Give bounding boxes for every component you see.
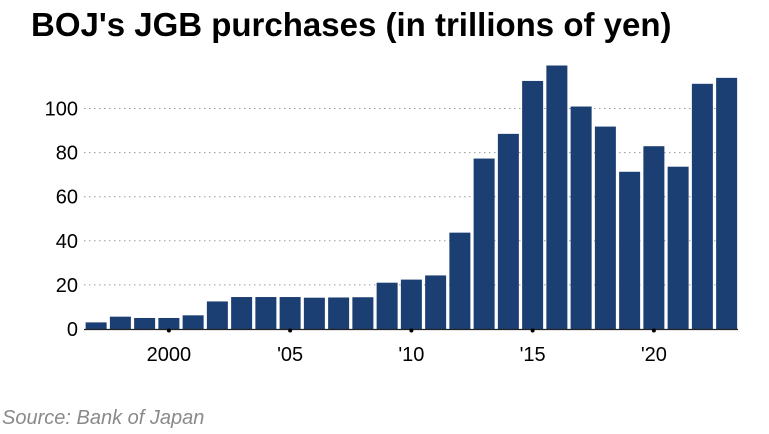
x-tick-label-2015: '15 xyxy=(520,344,546,366)
y-tick-label-0: 0 xyxy=(67,319,78,341)
bar-2016 xyxy=(546,65,568,329)
bar-2018 xyxy=(594,126,616,330)
x-tick-mark-2015 xyxy=(530,328,535,333)
chart-title: BOJ's JGB purchases (in trillions of yen… xyxy=(31,6,672,43)
bar-2008 xyxy=(352,297,374,329)
bar-2006 xyxy=(303,297,325,329)
y-tick-label-80: 80 xyxy=(56,143,78,165)
x-tick-label-2010: '10 xyxy=(398,344,424,366)
y-axis-tick-labels: 0 20 40 60 80 100 xyxy=(45,99,78,342)
x-tick-mark-2010 xyxy=(409,328,414,333)
x-tick-label-2020: '20 xyxy=(641,344,667,366)
bar-1997 xyxy=(85,322,107,329)
source-note: Source: Bank of Japan xyxy=(2,407,205,429)
bar-2000 xyxy=(158,317,180,329)
x-tick-mark-2020 xyxy=(651,328,656,333)
bar-2015 xyxy=(522,80,544,329)
x-tick-mark-2000 xyxy=(166,328,171,333)
bar-2003 xyxy=(231,297,253,329)
bar-2020 xyxy=(643,146,665,329)
bar-2012 xyxy=(449,232,471,329)
y-tick-label-100: 100 xyxy=(45,99,78,121)
bar-2010 xyxy=(400,279,422,329)
x-tick-label-2005: '05 xyxy=(277,344,303,366)
bar-2019 xyxy=(619,171,641,329)
x-axis-tick-labels: 2000 '05 '10 '15 '20 xyxy=(147,344,667,366)
bar-2009 xyxy=(376,282,398,329)
bar-2001 xyxy=(182,315,204,329)
x-tick-label-2000: 2000 xyxy=(147,344,192,366)
bar-2005 xyxy=(279,297,301,329)
bar-2011 xyxy=(425,275,447,329)
bar-2021 xyxy=(667,166,689,329)
bars xyxy=(85,65,738,330)
bar-2017 xyxy=(570,106,592,329)
bar-2014 xyxy=(497,133,519,329)
bar-2002 xyxy=(206,301,228,329)
y-tick-label-20: 20 xyxy=(56,275,78,297)
bar-2023 xyxy=(716,77,738,330)
bar-2004 xyxy=(255,297,277,329)
y-tick-label-60: 60 xyxy=(56,187,78,209)
x-axis xyxy=(84,328,738,333)
y-tick-label-40: 40 xyxy=(56,231,78,253)
bar-1998 xyxy=(109,316,131,329)
x-tick-mark-2005 xyxy=(288,328,293,333)
bar-1999 xyxy=(134,317,156,329)
bar-2013 xyxy=(473,158,495,329)
bar-2007 xyxy=(328,297,350,329)
bar-2022 xyxy=(691,83,713,329)
